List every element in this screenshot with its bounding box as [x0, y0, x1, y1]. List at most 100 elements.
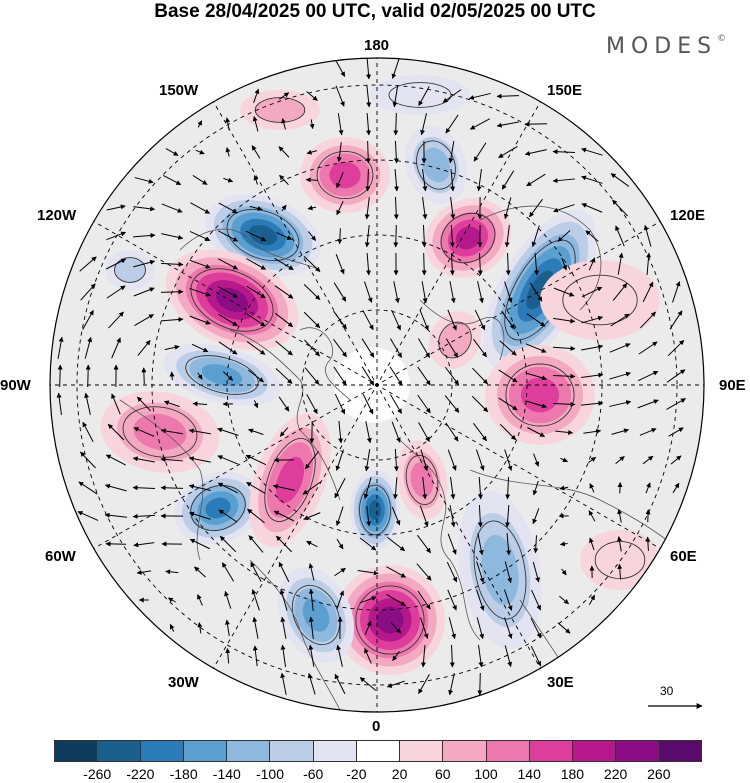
wind-vector	[218, 230, 239, 242]
wind-vector	[524, 149, 547, 156]
meridian-line	[211, 98, 543, 672]
wind-vector	[612, 199, 628, 217]
wind-vector	[225, 117, 231, 131]
wind-vector	[557, 230, 571, 242]
wind-vector	[189, 287, 211, 297]
wind-vector	[529, 282, 543, 302]
anomaly-isoline	[114, 257, 146, 283]
coastline	[479, 205, 602, 311]
wind-vector	[442, 89, 462, 103]
wind-vector	[218, 202, 238, 214]
colorbar-tick-label: 100	[474, 766, 498, 782]
wind-vector	[281, 204, 287, 212]
anomaly-isoline	[122, 406, 198, 458]
wind-vector	[389, 366, 403, 386]
wind-vector	[450, 197, 456, 220]
anomaly-contour	[422, 147, 450, 183]
wind-vector	[670, 455, 682, 465]
wind-vector	[473, 338, 487, 358]
wind-vector	[105, 258, 127, 270]
wind-vector	[245, 230, 267, 242]
wind-vector	[335, 85, 345, 107]
wind-vector	[218, 341, 238, 355]
colorbar-tick-label: -140	[212, 766, 241, 782]
colorbar-segment	[183, 740, 228, 762]
wind-vector	[418, 674, 430, 695]
wind-vector	[501, 310, 515, 330]
wind-vector	[160, 316, 184, 322]
wind-vector	[104, 483, 127, 492]
wind-vector	[361, 366, 375, 386]
wind-vector	[197, 120, 203, 128]
wind-vector	[532, 480, 539, 496]
wind-vector	[188, 484, 211, 491]
anomaly-contour	[438, 322, 472, 358]
wind-vector	[589, 537, 595, 551]
wind-vector	[365, 168, 371, 192]
wind-vector	[469, 118, 490, 130]
wind-vector	[279, 427, 289, 437]
wind-vector	[580, 147, 603, 156]
wind-vector	[445, 114, 459, 134]
wind-vector	[422, 197, 428, 220]
colorbar-tick-label: 140	[517, 766, 541, 782]
wind-vector	[449, 281, 456, 304]
wind-vector	[278, 396, 290, 412]
wind-vector	[77, 511, 99, 521]
wind-vector	[275, 368, 293, 384]
wind-vector	[477, 672, 483, 696]
wind-vector	[364, 225, 370, 248]
wind-vector	[585, 230, 599, 242]
wind-vector	[106, 204, 126, 211]
wind-vector	[533, 535, 539, 554]
wind-vector	[524, 121, 548, 127]
reference-vector-label: 30	[660, 684, 674, 698]
wind-vector	[246, 285, 266, 299]
wind-vector	[273, 510, 295, 522]
anomaly-isoline	[254, 97, 306, 123]
wind-vector	[581, 315, 604, 324]
wind-vector	[645, 509, 651, 523]
wind-vector	[251, 589, 260, 611]
colorbar-tick-label: 20	[391, 766, 408, 782]
wind-vector	[334, 567, 346, 577]
lon-label-120e: 120E	[670, 207, 706, 224]
wind-vector	[391, 309, 401, 331]
wind-vector	[504, 561, 513, 584]
wind-vector	[188, 428, 211, 435]
wind-vector	[194, 566, 206, 578]
wind-vector	[308, 563, 315, 581]
wind-vector	[306, 540, 318, 548]
wind-vector	[82, 421, 94, 442]
wind-vector	[476, 169, 482, 192]
wind-vector	[134, 314, 154, 326]
wind-vector	[305, 177, 318, 183]
lon-label-120w: 120W	[37, 207, 77, 224]
wind-vector	[334, 59, 346, 77]
wind-vector	[279, 174, 289, 186]
wind-vector	[447, 533, 457, 555]
wind-vector	[552, 345, 576, 351]
wind-vector	[557, 622, 571, 634]
wind-vector	[364, 647, 372, 664]
wind-vector	[246, 313, 266, 327]
latitude-circle	[76, 84, 678, 686]
wind-vector	[309, 119, 315, 130]
wind-vector	[393, 140, 399, 164]
wind-vector	[308, 644, 315, 667]
wind-vector	[617, 252, 624, 275]
wind-vector	[253, 88, 260, 104]
wind-vector	[160, 289, 184, 295]
wind-vector	[530, 617, 542, 639]
wind-vector	[525, 400, 548, 409]
wind-vector	[132, 232, 156, 238]
wind-vector	[189, 259, 211, 269]
wind-vector	[336, 590, 345, 610]
colorbar-segment	[400, 740, 444, 762]
wind-vector	[137, 396, 151, 412]
wind-vector	[559, 541, 568, 547]
wind-vector	[499, 340, 517, 356]
wind-vector	[386, 680, 405, 688]
colorbar-segment	[529, 740, 574, 762]
wind-vector	[304, 339, 320, 357]
